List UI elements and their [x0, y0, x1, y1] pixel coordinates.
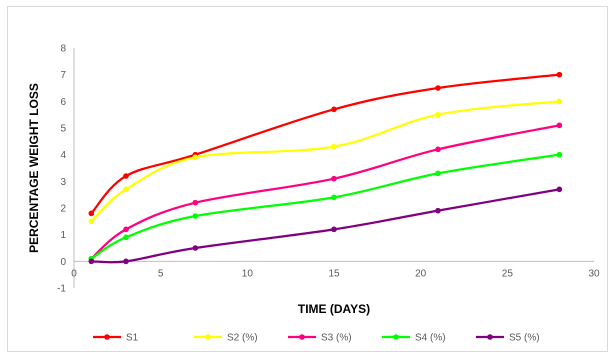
chart-area: -1 0 1 2 3 4 5 6 7 8 0 5 10 15 20 25 30 PERCENTAGE WEIG…	[7, 6, 608, 352]
legend-label: S2 (%)	[227, 333, 258, 344]
legend-label: S5 (%)	[509, 333, 540, 344]
data-point	[123, 226, 129, 233]
data-point	[331, 194, 337, 201]
data-point	[556, 122, 563, 129]
data-point	[88, 210, 95, 217]
series-4	[88, 151, 563, 262]
y-tick-label: 4	[60, 150, 66, 161]
legend-swatch-marker	[393, 334, 399, 340]
legend-label: S3 (%)	[321, 333, 352, 344]
y-tick-label: -1	[57, 284, 66, 295]
y-tick-label: 5	[60, 124, 66, 135]
series-line	[90, 124, 560, 260]
series-2	[88, 98, 563, 225]
y-tick-label: 1	[60, 230, 66, 241]
legend-item: S3 (%)	[288, 333, 352, 344]
legend-swatch-marker	[104, 334, 110, 340]
data-point	[435, 111, 441, 118]
data-point	[123, 186, 129, 193]
legend-label: S1	[126, 333, 139, 344]
x-tick-label: 25	[502, 268, 514, 279]
data-point	[123, 173, 129, 179]
data-point	[331, 143, 337, 150]
legend-label: S4 (%)	[415, 333, 446, 344]
data-point	[192, 213, 199, 219]
series-5	[88, 186, 563, 265]
y-tick-label: 3	[60, 177, 66, 188]
data-point	[556, 71, 563, 78]
x-axis-title: TIME (DAYS)	[298, 302, 370, 316]
data-point	[88, 258, 95, 265]
legend: S1 S2 (%) S3 (%) S4 (%) S5 (%)	[93, 333, 540, 344]
legend-item: S4 (%)	[382, 333, 446, 344]
y-tick-label: 2	[60, 204, 66, 215]
y-axis-ticks: -1 0 1 2 3 4 5 6 7 8	[57, 44, 66, 295]
data-point	[123, 234, 129, 241]
data-point	[331, 175, 337, 182]
data-point	[331, 226, 337, 233]
data-point	[192, 199, 199, 206]
data-point	[192, 154, 199, 161]
data-point	[556, 151, 563, 158]
legend-item: S2 (%)	[194, 333, 258, 344]
y-tick-label: 0	[60, 257, 66, 268]
x-tick-label: 20	[415, 268, 427, 279]
x-tick-label: 15	[328, 268, 340, 279]
data-point	[556, 186, 563, 193]
data-point	[192, 245, 199, 251]
y-axis-title: PERCENTAGE WEIGHT LOSS	[27, 83, 41, 253]
x-tick-label: 10	[242, 268, 254, 279]
data-point	[435, 85, 441, 91]
series-line	[90, 100, 560, 223]
line-chart: -1 0 1 2 3 4 5 6 7 8 0 5 10 15 20 25 30 PERCENTAGE WEIG…	[27, 44, 600, 344]
series-line	[90, 73, 560, 215]
legend-item: S5 (%)	[476, 333, 540, 344]
x-tick-label: 0	[71, 268, 77, 279]
y-tick-label: 6	[60, 97, 66, 108]
series-1	[88, 71, 563, 217]
data-point	[331, 106, 337, 113]
series-line	[90, 153, 560, 260]
series-layer	[88, 71, 563, 265]
legend-swatch-marker	[205, 334, 211, 340]
x-axis-ticks: 0 5 10 15 20 25 30	[71, 268, 600, 279]
y-tick-label: 8	[60, 44, 66, 55]
data-point	[435, 146, 441, 153]
x-tick-label: 30	[588, 268, 600, 279]
legend-swatch-marker	[299, 334, 305, 340]
series-line	[91, 188, 560, 264]
legend-swatch-marker	[487, 334, 493, 340]
x-tick-label: 5	[158, 268, 164, 279]
series-3	[88, 122, 563, 262]
data-point	[123, 258, 129, 265]
data-point	[435, 207, 441, 214]
data-point	[556, 98, 563, 105]
legend-item: S1	[93, 333, 139, 344]
y-tick-label: 7	[60, 70, 66, 81]
data-point	[435, 170, 441, 177]
data-point	[88, 218, 95, 225]
